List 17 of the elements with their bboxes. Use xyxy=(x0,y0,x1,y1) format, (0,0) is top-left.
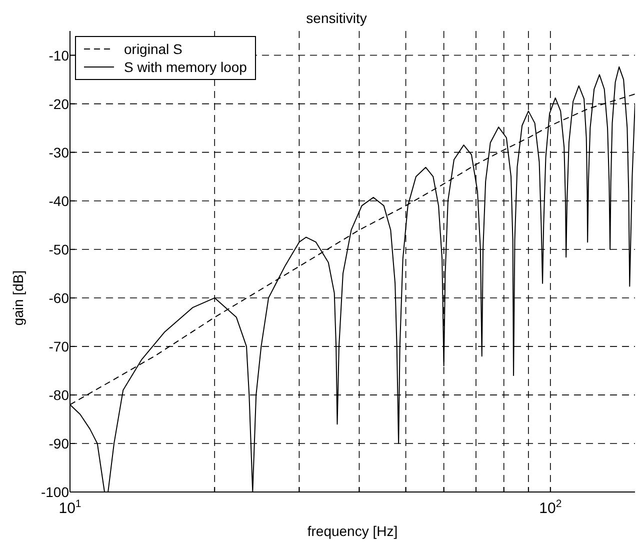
y-tick-label: -80 xyxy=(48,386,70,403)
legend-label: original S xyxy=(124,40,182,58)
x-tick-label: 10$^{1}$ xyxy=(58,498,82,517)
y-axis-title: gain [dB] xyxy=(10,269,26,328)
y-tick-label: -30 xyxy=(48,144,70,160)
y-tick-label: -90 xyxy=(48,435,70,452)
y-tick-label: -100 xyxy=(40,484,70,500)
x-tick-label: 10$^{2}$ xyxy=(539,498,562,517)
y-tick-label: -20 xyxy=(48,96,70,112)
y-tick-label: -50 xyxy=(48,241,70,258)
y-tick-label: -10 xyxy=(48,47,70,64)
x-axis-title: frequency [Hz] xyxy=(306,523,399,539)
chart-title: sensitivity xyxy=(305,10,368,26)
y-tick-label: -40 xyxy=(48,192,70,209)
y-tick-label: -70 xyxy=(48,338,70,354)
y-tick-label: -60 xyxy=(48,290,70,306)
legend-label: S with memory loop xyxy=(124,58,247,76)
